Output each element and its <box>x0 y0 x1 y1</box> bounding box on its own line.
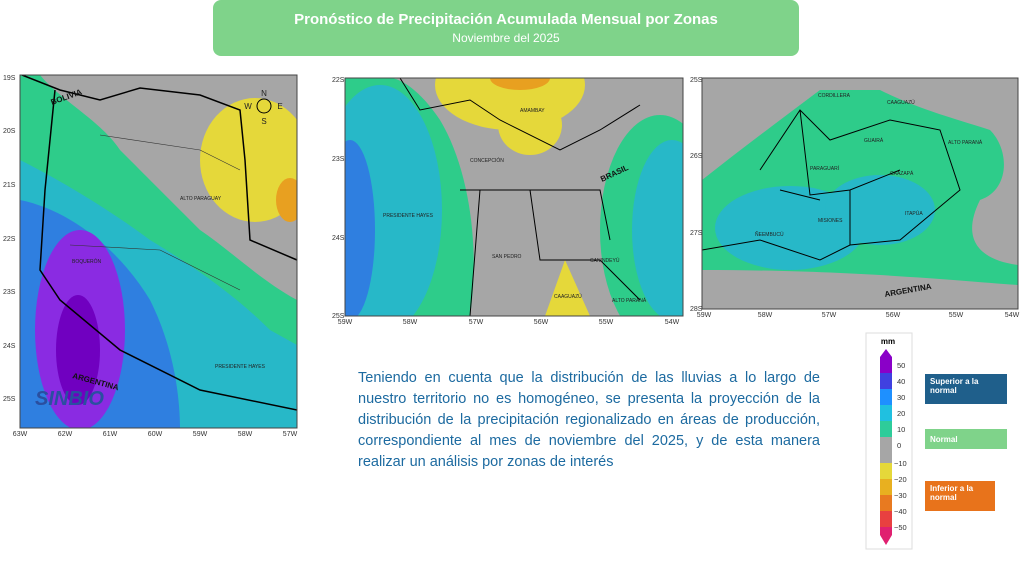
place-label: CANINDEYÚ <box>590 257 620 264</box>
map-2 <box>345 78 683 316</box>
lon-label: 59W <box>193 431 208 438</box>
legend-tick: 10 <box>897 425 905 434</box>
lat-label: 25S <box>3 396 16 403</box>
place-label: PRESIDENTE HAYES <box>215 364 266 370</box>
lat-label: 23S <box>332 156 345 163</box>
legend-tick: −40 <box>894 507 907 516</box>
compass: E <box>277 102 282 111</box>
lon-label: 60W <box>148 431 163 438</box>
lat-label: 24S <box>332 235 345 242</box>
lat-label: 24S <box>3 343 16 350</box>
title: Pronóstico de Precipitación Acumulada Me… <box>294 11 718 28</box>
lon-label: 56W <box>886 312 901 319</box>
lat-label: 25S <box>332 313 345 320</box>
lon-label: 58W <box>238 431 253 438</box>
lat-labels-1: 19S 20S 21S 22S 23S 24S 25S <box>3 75 16 403</box>
lat-label: 28S <box>690 306 703 313</box>
subtitle: Noviembre del 2025 <box>452 31 560 45</box>
lon-label: 54W <box>665 319 680 326</box>
lat-label: 20S <box>3 128 16 135</box>
legend-tick: −50 <box>894 523 907 532</box>
place-label: ÑEEMBUCÚ <box>755 231 784 238</box>
place-label: MISIONES <box>818 218 843 224</box>
header: Pronóstico de Precipitación Acumulada Me… <box>213 0 799 56</box>
compass: N <box>261 89 267 98</box>
map-1 <box>20 75 297 428</box>
lat-label: 19S <box>3 75 16 82</box>
lon-label: 57W <box>822 312 837 319</box>
compass: W <box>244 102 252 111</box>
lon-label: 54W <box>1005 312 1020 319</box>
place-label: ALTO PARANÁ <box>612 297 647 304</box>
colorbar <box>880 349 892 545</box>
place-label: PRESIDENTE HAYES <box>383 213 434 219</box>
legend-unit: mm <box>881 337 895 346</box>
lat-label: 27S <box>690 230 703 237</box>
lon-label: 59W <box>697 312 712 319</box>
category-above: Superior a la normal <box>925 374 1007 404</box>
lon-label: 62W <box>58 431 73 438</box>
place-label: PARAGUARÍ <box>810 165 840 172</box>
category-normal: Normal <box>925 429 1007 449</box>
lat-label: 22S <box>332 77 345 84</box>
lon-label: 63W <box>13 431 28 438</box>
place-label: ALTO PARAGUAY <box>180 196 222 202</box>
lon-label: 58W <box>758 312 773 319</box>
legend-tick: 40 <box>897 377 905 386</box>
map-3 <box>702 78 1018 309</box>
lat-label: 22S <box>3 236 16 243</box>
lon-label: 56W <box>534 319 549 326</box>
lat-label: 23S <box>3 289 16 296</box>
place-label: CORDILLERA <box>818 93 851 99</box>
place-label: AMAMBAY <box>520 108 545 114</box>
lat-label: 21S <box>3 182 16 189</box>
legend-tick: −20 <box>894 475 907 484</box>
description: Teniendo en cuenta que la distribución d… <box>358 370 820 470</box>
legend-tick: 50 <box>897 361 905 370</box>
place-label: ALTO PARANÁ <box>948 139 983 146</box>
place-label: CAAZAPÁ <box>890 170 914 177</box>
place-label: CAAGUAZÚ <box>554 293 582 300</box>
legend-tick: −30 <box>894 491 907 500</box>
lon-label: 59W <box>338 319 353 326</box>
category-below: Inferior a la normal <box>925 481 995 511</box>
legend-tick: −10 <box>894 459 907 468</box>
place-label: CONCEPCIÓN <box>470 157 504 164</box>
place-label: ITAPÚA <box>905 210 923 217</box>
lon-label: 55W <box>599 319 614 326</box>
logo: SINBIO <box>35 388 104 410</box>
place-label: GUAIRÁ <box>864 137 884 144</box>
lat-label: 26S <box>690 153 703 160</box>
lon-label: 57W <box>469 319 484 326</box>
place-label: CAAGUAZÚ <box>887 99 915 106</box>
lon-label: 61W <box>103 431 118 438</box>
compass: S <box>261 117 266 126</box>
lon-label: 55W <box>949 312 964 319</box>
lon-label: 58W <box>403 319 418 326</box>
legend-tick: 20 <box>897 409 905 418</box>
lon-label: 57W <box>283 431 298 438</box>
legend-tick: 30 <box>897 393 905 402</box>
lat-label: 25S <box>690 77 703 84</box>
place-label: BOQUERÓN <box>72 258 102 265</box>
legend-tick: 0 <box>897 441 901 450</box>
place-label: SAN PEDRO <box>492 254 522 260</box>
